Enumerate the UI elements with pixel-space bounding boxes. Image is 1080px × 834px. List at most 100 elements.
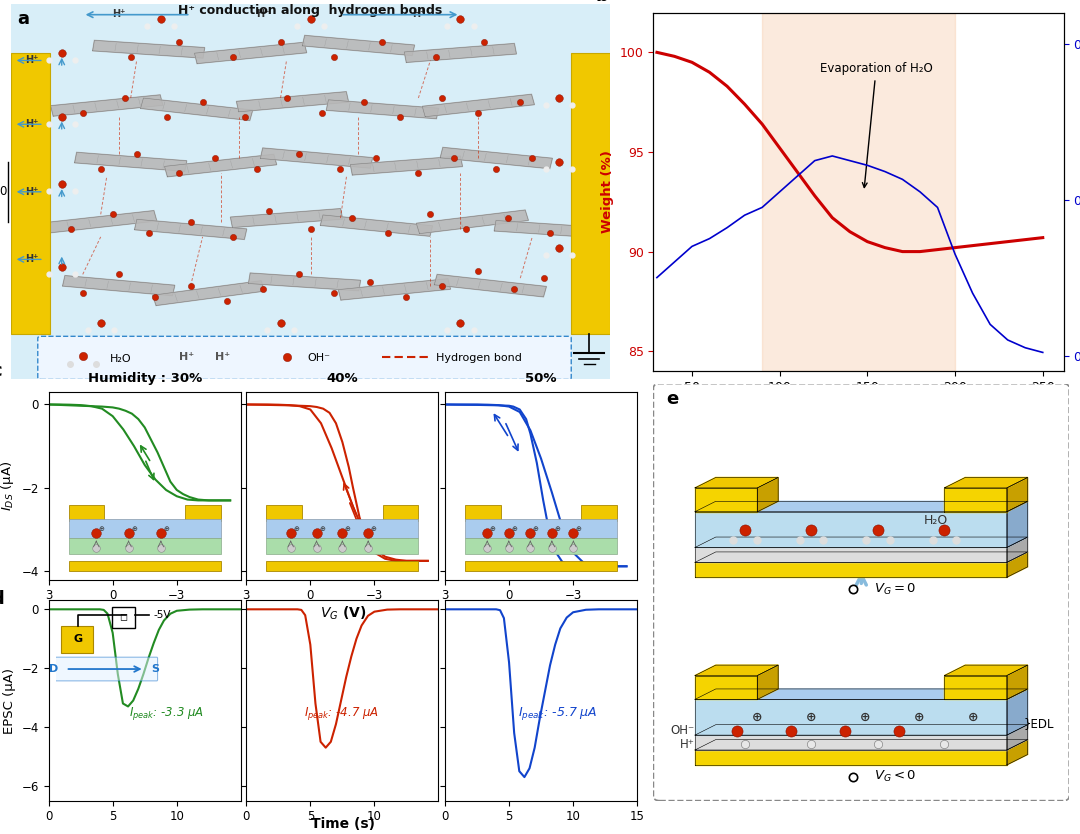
Polygon shape — [944, 676, 1007, 700]
Polygon shape — [696, 676, 757, 700]
Text: Hydrogen bond: Hydrogen bond — [436, 353, 523, 363]
Polygon shape — [416, 210, 528, 234]
Polygon shape — [93, 40, 205, 58]
Polygon shape — [434, 274, 546, 297]
Text: Humidity : 30%: Humidity : 30% — [87, 372, 202, 385]
Text: H⁺: H⁺ — [215, 352, 230, 362]
Polygon shape — [230, 208, 342, 228]
Text: $I_{peak}$: -4.7 μA: $I_{peak}$: -4.7 μA — [303, 705, 379, 721]
Polygon shape — [51, 95, 163, 116]
Polygon shape — [164, 154, 276, 177]
Polygon shape — [1007, 537, 1028, 562]
Polygon shape — [696, 735, 1007, 750]
Text: ⊕: ⊕ — [752, 711, 762, 724]
Text: H⁺: H⁺ — [25, 254, 39, 264]
Polygon shape — [1007, 725, 1028, 750]
Text: H⁺: H⁺ — [411, 8, 426, 18]
Text: H⁺: H⁺ — [112, 8, 125, 18]
Polygon shape — [944, 477, 1028, 488]
Polygon shape — [696, 689, 1028, 700]
Text: H⁺: H⁺ — [680, 737, 696, 751]
Polygon shape — [75, 153, 187, 171]
Polygon shape — [1007, 666, 1028, 700]
Text: $I_{peak}$: -5.7 μA: $I_{peak}$: -5.7 μA — [518, 705, 597, 721]
Text: $I_{peak}$: -3.3 μA: $I_{peak}$: -3.3 μA — [130, 705, 204, 721]
Text: H⁺: H⁺ — [178, 352, 193, 362]
Text: ⊕: ⊕ — [915, 711, 924, 724]
Text: ⊕: ⊕ — [860, 711, 870, 724]
Bar — [11, 53, 50, 334]
Polygon shape — [237, 92, 349, 112]
FancyBboxPatch shape — [38, 336, 571, 379]
Polygon shape — [696, 750, 1007, 765]
Polygon shape — [696, 547, 1007, 562]
Polygon shape — [944, 488, 1007, 512]
Text: $V_G < 0$: $V_G < 0$ — [874, 769, 916, 784]
Polygon shape — [135, 219, 246, 239]
Polygon shape — [1007, 477, 1028, 512]
Polygon shape — [1007, 501, 1028, 547]
Text: ⊕: ⊕ — [969, 711, 978, 724]
Polygon shape — [696, 700, 1007, 735]
Polygon shape — [404, 43, 516, 63]
Polygon shape — [1007, 552, 1028, 577]
Text: H⁺: H⁺ — [256, 8, 269, 18]
Polygon shape — [441, 148, 552, 168]
Bar — [762, 13, 955, 371]
Text: $V_G = 0$: $V_G = 0$ — [874, 581, 916, 596]
Text: ⊕: ⊕ — [806, 711, 816, 724]
Text: H⁺ conduction along  hydrogen bonds: H⁺ conduction along hydrogen bonds — [178, 4, 443, 18]
Polygon shape — [338, 279, 450, 300]
Polygon shape — [696, 666, 778, 676]
Polygon shape — [495, 220, 606, 239]
Text: c: c — [0, 362, 1, 380]
Y-axis label: Weight (%): Weight (%) — [602, 150, 615, 234]
Polygon shape — [944, 666, 1028, 676]
Polygon shape — [1007, 740, 1028, 765]
Polygon shape — [248, 273, 361, 291]
Polygon shape — [321, 215, 432, 236]
Text: OH⁻: OH⁻ — [308, 353, 330, 363]
Text: $V_G$ (V): $V_G$ (V) — [320, 605, 366, 622]
Polygon shape — [302, 35, 415, 56]
Polygon shape — [1007, 689, 1028, 735]
Y-axis label: EPSC (μA): EPSC (μA) — [3, 667, 16, 734]
X-axis label: Temperature (℃): Temperature (℃) — [795, 399, 922, 412]
Polygon shape — [696, 512, 1007, 547]
Polygon shape — [696, 562, 1007, 577]
Text: d: d — [0, 590, 3, 609]
Polygon shape — [696, 725, 1028, 735]
Polygon shape — [757, 477, 778, 512]
Text: b: b — [596, 0, 609, 5]
Text: OH⁻: OH⁻ — [671, 724, 696, 737]
Polygon shape — [63, 275, 175, 296]
Text: H⁺: H⁺ — [25, 187, 39, 197]
Polygon shape — [326, 100, 438, 118]
Polygon shape — [696, 537, 1028, 547]
Polygon shape — [44, 211, 157, 233]
Y-axis label: $I_{DS}$ (μA): $I_{DS}$ (μA) — [0, 460, 16, 511]
Text: H⁺: H⁺ — [25, 56, 39, 65]
Polygon shape — [696, 740, 1028, 750]
Text: }EDL: }EDL — [1024, 716, 1054, 730]
Polygon shape — [152, 281, 265, 305]
Polygon shape — [696, 477, 778, 488]
Polygon shape — [696, 501, 1028, 512]
FancyBboxPatch shape — [653, 384, 1069, 801]
Text: H₂O: H₂O — [923, 514, 948, 527]
Text: $V<0$: $V<0$ — [0, 185, 8, 198]
Polygon shape — [350, 156, 462, 175]
Text: Evaporation of H₂O: Evaporation of H₂O — [820, 63, 932, 188]
Text: 40%: 40% — [326, 372, 359, 385]
Text: a: a — [17, 10, 29, 28]
Polygon shape — [260, 148, 373, 168]
Text: H⁺: H⁺ — [25, 119, 39, 129]
Polygon shape — [140, 98, 253, 120]
Bar — [571, 53, 610, 334]
Polygon shape — [422, 94, 535, 117]
Text: 50%: 50% — [525, 372, 557, 385]
Polygon shape — [194, 43, 307, 63]
Polygon shape — [696, 552, 1028, 562]
Text: H₂O: H₂O — [110, 354, 132, 364]
Text: Time (s): Time (s) — [311, 817, 375, 831]
